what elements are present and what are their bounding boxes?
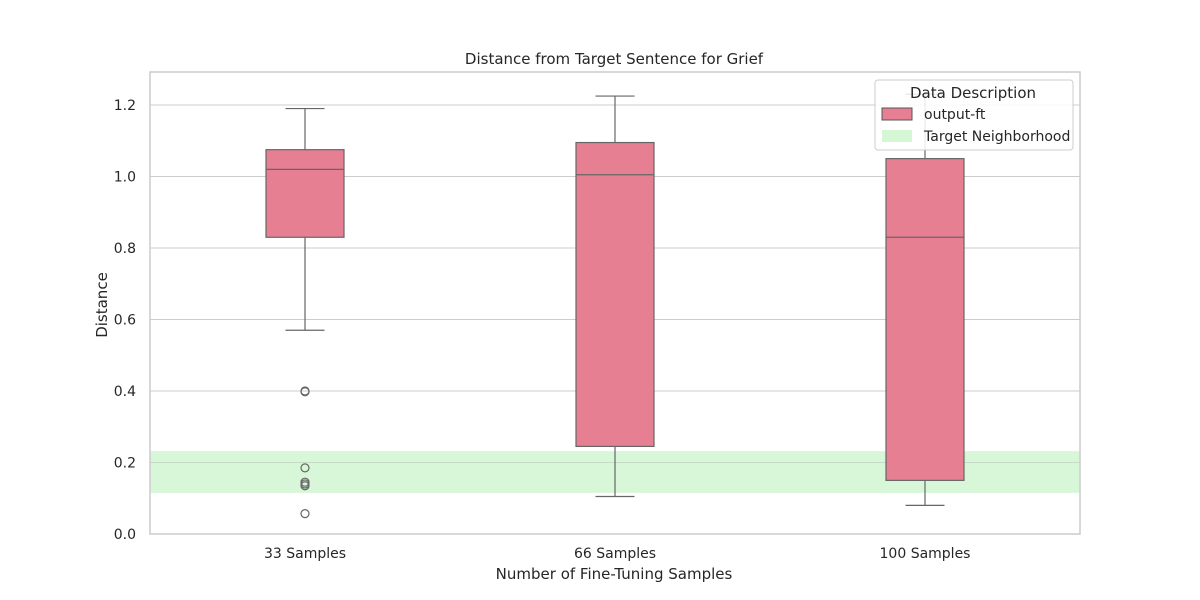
legend-label-target-neighborhood: Target Neighborhood — [923, 129, 1070, 145]
legend-swatch-target-neighborhood — [882, 130, 912, 142]
y-tick-label: 0.6 — [114, 313, 136, 329]
y-tick-label: 0.0 — [114, 527, 136, 543]
x-tick-label: 66 Samples — [574, 546, 656, 562]
y-tick-label: 0.8 — [114, 241, 136, 257]
box-2 — [575, 95, 655, 498]
y-tick-label: 0.4 — [114, 384, 136, 400]
y-tick-label: 1.0 — [114, 170, 136, 186]
x-tick-label: 33 Samples — [264, 546, 346, 562]
x-axis-label: Number of Fine-Tuning Samples — [496, 565, 733, 583]
box-3 — [885, 93, 965, 506]
iqr-box — [265, 149, 345, 238]
legend-label-output-ft: output-ft — [924, 107, 986, 123]
y-tick-label: 0.2 — [114, 456, 136, 472]
chart-title: Distance from Target Sentence for Grief — [465, 50, 764, 68]
plot-frame — [149, 71, 1081, 535]
iqr-box — [575, 141, 655, 448]
outlier-point — [300, 387, 310, 397]
boxes — [265, 93, 965, 519]
legend-frame — [874, 79, 1074, 151]
legend-title: Data Description — [910, 84, 1036, 102]
outlier-point — [300, 463, 310, 473]
outlier-point — [300, 509, 310, 519]
box-1 — [265, 107, 345, 519]
y-tick-label: 1.2 — [114, 98, 136, 114]
legend-swatch-output-ft — [881, 107, 913, 121]
plot-border — [149, 71, 1081, 535]
y-axis-label: Distance — [93, 272, 111, 338]
tick-labels: 0.0 0.2 0.4 0.6 0.8 1.0 1.2 33 Samples 66 Sample… — [114, 98, 971, 562]
outlier-point — [300, 481, 310, 491]
legend: Data Description output-ft Target Neighb… — [874, 79, 1074, 151]
iqr-box — [885, 158, 965, 481]
x-tick-label: 100 Samples — [880, 546, 971, 562]
